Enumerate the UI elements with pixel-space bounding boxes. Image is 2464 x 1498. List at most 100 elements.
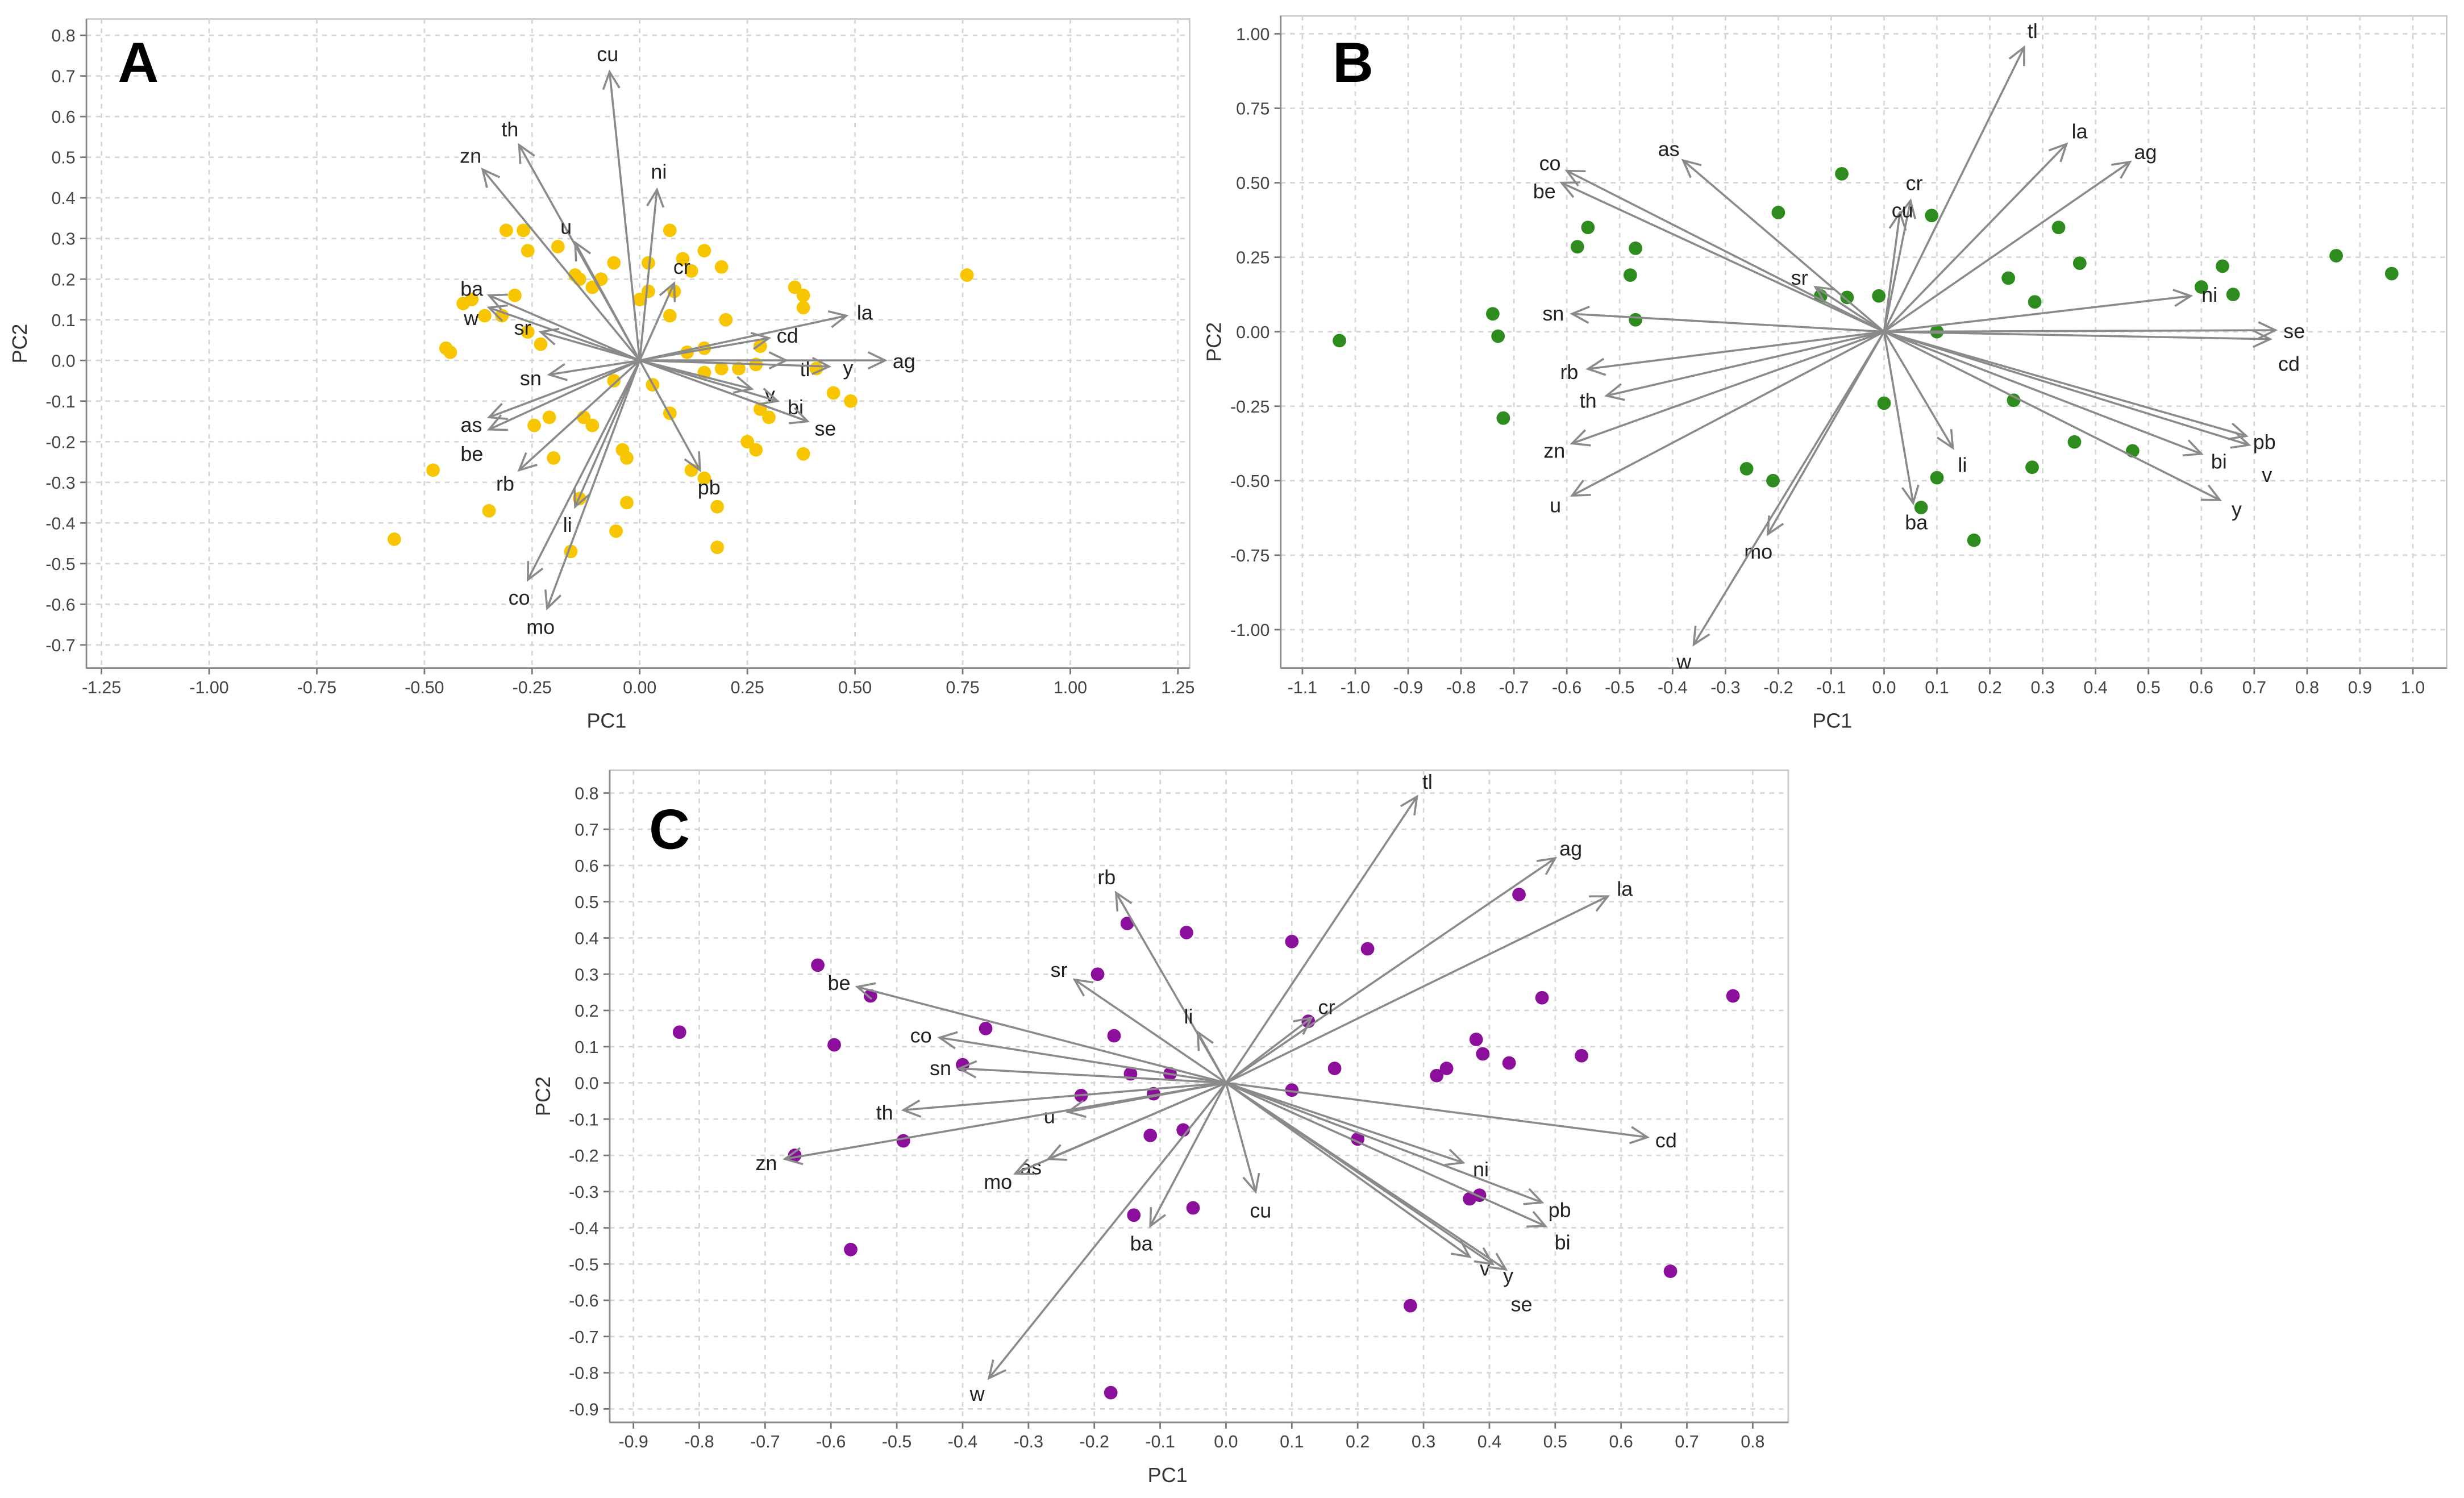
y-axis-label: PC2 — [1202, 322, 1226, 362]
x-tick-label: -0.7 — [750, 1432, 780, 1451]
loading-arrow-be: be — [1533, 180, 1885, 333]
score-point — [521, 325, 535, 339]
loading-arrow-th: th — [876, 1081, 1226, 1124]
variable-label: ba — [460, 277, 483, 300]
y-tick-label: -0.2 — [45, 432, 75, 452]
score-point — [508, 288, 522, 302]
score-point — [863, 989, 877, 1003]
y-tick-label: 0.4 — [51, 189, 75, 208]
x-tick-label: -1.25 — [82, 678, 121, 697]
y-tick-label: -0.25 — [1230, 397, 1270, 417]
y-tick-label: 0.1 — [575, 1038, 598, 1057]
arrow-head — [486, 403, 508, 421]
score-point — [1512, 888, 1526, 901]
score-point — [2028, 295, 2042, 309]
score-point — [844, 1242, 858, 1256]
x-tick-label: 0.7 — [2242, 678, 2266, 697]
y-tick-label: -0.1 — [45, 392, 75, 411]
variable-label: li — [1184, 1005, 1193, 1028]
score-point — [1575, 1048, 1588, 1063]
score-point — [1914, 501, 1928, 514]
variable-label: ni — [651, 160, 667, 184]
arrow-shaft — [1225, 1017, 1313, 1084]
score-point — [2007, 393, 2021, 407]
score-point — [2001, 271, 2016, 285]
variable-label: se — [814, 417, 836, 440]
x-tick-label: -1.00 — [189, 678, 228, 697]
score-point — [896, 1134, 910, 1148]
arrow-shaft — [639, 314, 847, 361]
arrow-shaft — [638, 189, 658, 361]
arrow-shaft — [639, 337, 769, 362]
loading-arrow-sn: sn — [1542, 302, 1884, 333]
x-tick-label: -0.50 — [405, 678, 444, 697]
score-point — [710, 500, 725, 514]
arrow-shaft — [574, 242, 641, 361]
loading-arrow-co: co — [1539, 151, 1885, 333]
score-point — [465, 293, 479, 306]
score-point — [499, 223, 513, 238]
loading-arrow-u: u — [560, 215, 641, 361]
arrow-shaft — [481, 168, 641, 361]
loading-arrow-la: la — [1225, 877, 1633, 1084]
score-point — [697, 244, 711, 258]
score-point — [642, 284, 655, 298]
score-point — [740, 435, 755, 449]
arrow-shaft — [1225, 895, 1609, 1084]
loading-arrow-zn: zn — [1543, 331, 1885, 462]
arrow-head — [2201, 484, 2222, 501]
loading-arrow-bi: bi — [1225, 1081, 1571, 1254]
score-point — [1623, 268, 1637, 282]
x-tick-label: 0.8 — [1741, 1432, 1764, 1451]
variable-label: sr — [1791, 266, 1808, 289]
arrow-shaft — [608, 72, 641, 361]
arrow-head — [526, 561, 544, 582]
score-point — [826, 386, 840, 400]
y-tick-label: -0.3 — [569, 1183, 598, 1202]
arrow-shaft — [1225, 1082, 1506, 1271]
arrow-head — [1400, 794, 1418, 815]
score-point — [1629, 313, 1643, 327]
x-tick-label: -0.9 — [1393, 678, 1423, 697]
loading-arrow-zn: zn — [755, 1081, 1226, 1175]
arrow-head — [517, 452, 538, 472]
arrow-shaft — [1884, 295, 2191, 333]
x-tick-label: 0.75 — [946, 678, 979, 697]
score-point — [1930, 471, 1944, 485]
x-tick-label: 0.1 — [1925, 678, 1949, 697]
arrow-head — [646, 187, 665, 208]
x-tick-label: -1.0 — [1341, 678, 1370, 697]
y-tick-label: -0.7 — [45, 636, 75, 655]
score-point — [796, 288, 810, 302]
arrow-head — [783, 1147, 804, 1166]
score-point — [1835, 167, 1849, 181]
arrow-head — [486, 414, 508, 431]
arrow-head — [486, 304, 508, 322]
loading-arrow-as: as — [461, 359, 640, 436]
arrow-head — [518, 143, 535, 164]
arrow-head — [827, 310, 849, 328]
x-tick-label: 0.3 — [2031, 678, 2055, 697]
x-tick-label: 0.4 — [1477, 1432, 1501, 1451]
arrow-head — [1526, 1210, 1548, 1228]
score-point — [1485, 307, 1500, 321]
score-point — [1491, 329, 1505, 343]
arrow-head — [1570, 305, 1590, 324]
y-axis-label: PC2 — [531, 1076, 555, 1116]
arrow-shaft — [488, 359, 640, 431]
variable-label: sn — [1542, 302, 1564, 325]
score-point — [1570, 240, 1584, 254]
loading-arrow-cu: cu — [597, 42, 641, 361]
arrow-shaft — [527, 360, 641, 581]
y-tick-label: -0.9 — [569, 1400, 598, 1419]
y-tick-label: -0.5 — [569, 1255, 598, 1274]
arrow-shaft — [1566, 169, 1885, 333]
panel-B: -1.1 -1.0 -0.9 -0.8 -0.7 -0.6 -0.5 -0.4 -0.3 -0.2… — [1202, 15, 2448, 733]
arrow-shaft — [1692, 331, 1886, 646]
variable-label: la — [857, 301, 873, 324]
loading-arrow-y: y — [1883, 331, 2242, 521]
score-point — [1091, 967, 1105, 981]
arrow-head — [2172, 289, 2194, 307]
score-point — [732, 361, 746, 376]
y-tick-label: 0.4 — [575, 929, 598, 948]
